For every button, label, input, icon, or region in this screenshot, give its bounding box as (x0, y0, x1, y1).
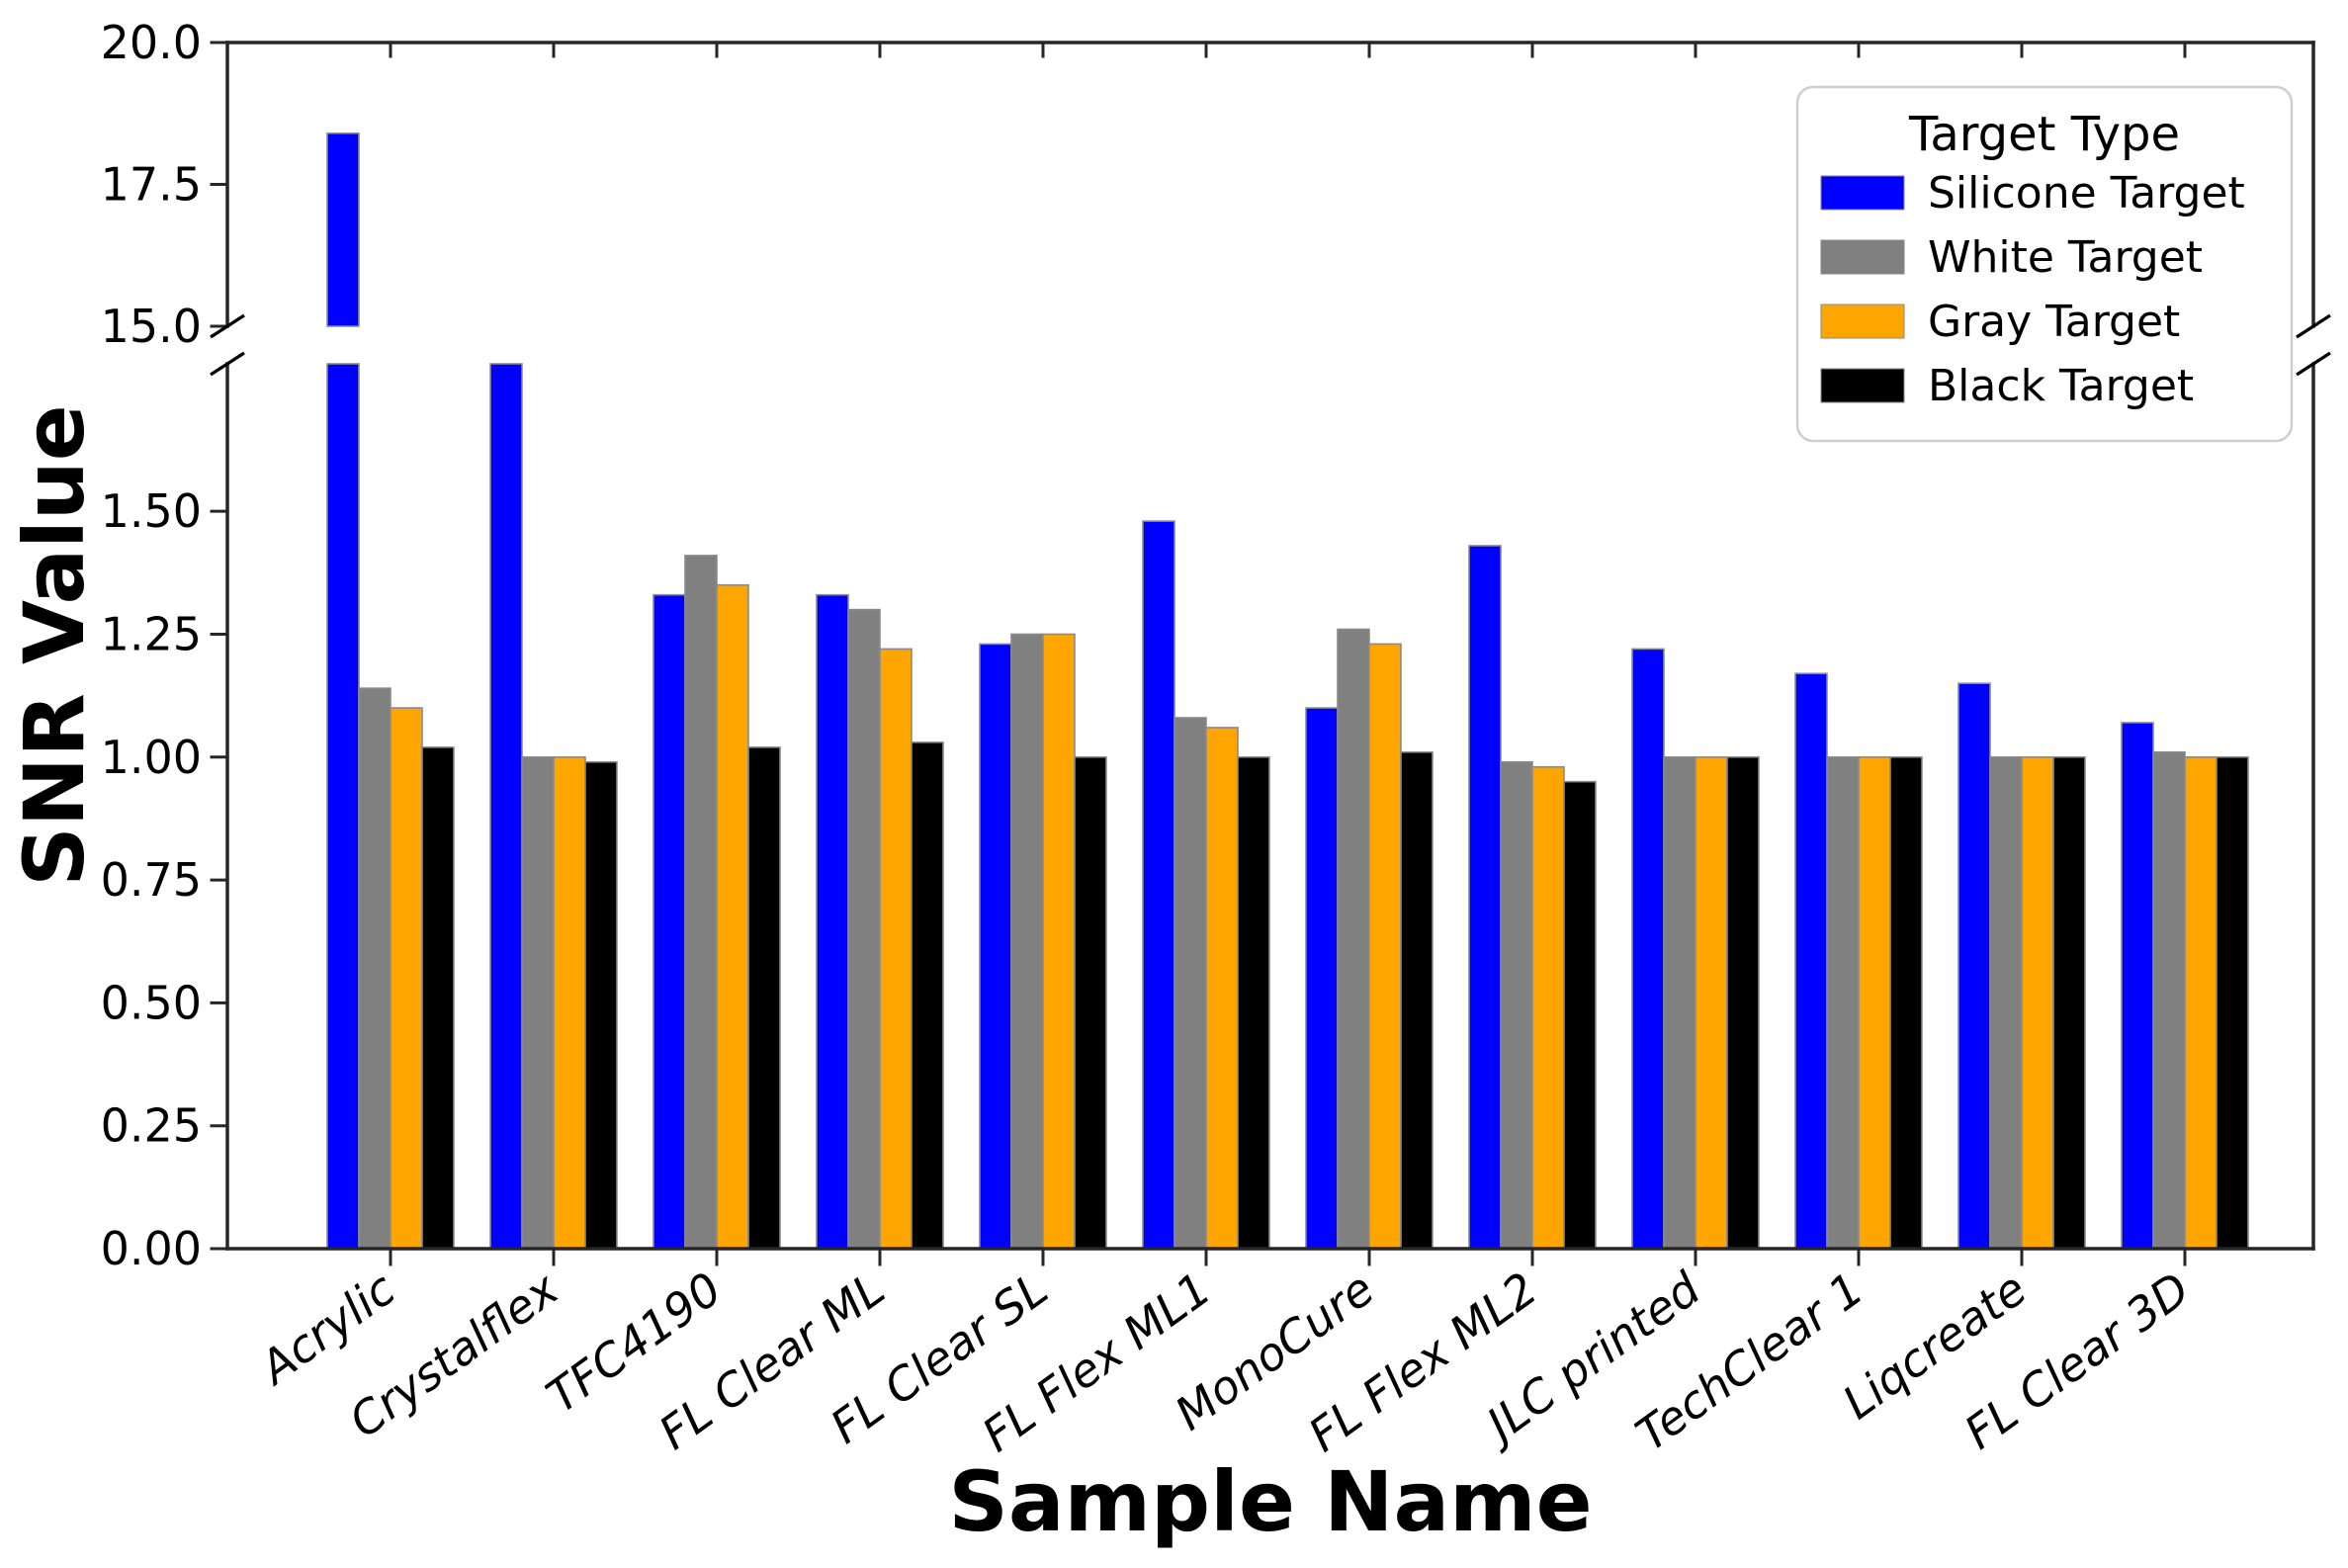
bar-fl-clear-sl-white-target (1010, 633, 1044, 1250)
bar-upper-acrylic-silicone-target (326, 132, 360, 327)
bar-crystalflex-silicone-target (489, 363, 523, 1250)
bar-fl-flex-ml1-white-target (1174, 717, 1207, 1250)
bar-liqcreate-black-target (2052, 755, 2086, 1250)
bar-fl-clear-3d-black-target (2216, 755, 2249, 1250)
legend-item-gray-target: Gray Target (1820, 297, 2180, 347)
bar-techclear-1-white-target (1826, 755, 1860, 1250)
lower-y-tick-label: 0.00 (101, 1222, 202, 1275)
axis-break-marks (210, 313, 2331, 377)
bar-crystalflex-black-target (584, 760, 618, 1250)
bar-monocure-black-target (1400, 751, 1434, 1250)
bar-fl-flex-ml2-silicone-target (1468, 545, 1502, 1250)
upper-y-tick-label: 15.0 (101, 300, 202, 353)
legend-item-white-target: White Target (1820, 232, 2203, 283)
bar-techclear-1-black-target (1889, 755, 1923, 1250)
lower-y-tick-label: 0.75 (101, 853, 202, 907)
bar-monocure-gray-target (1368, 643, 1402, 1250)
bar-liqcreate-gray-target (2021, 755, 2054, 1250)
bar-tfc4190-gray-target (716, 583, 749, 1250)
bar-techclear-1-silicone-target (1794, 672, 1828, 1250)
bar-liqcreate-white-target (1989, 755, 2023, 1250)
bar-fl-clear-sl-gray-target (1042, 633, 1076, 1250)
lower-y-tick-label: 0.50 (101, 976, 202, 1029)
bar-monocure-white-target (1337, 628, 1370, 1250)
bar-fl-flex-ml2-black-target (1563, 780, 1597, 1250)
legend-swatch-white-target (1820, 239, 1905, 275)
bar-fl-clear-3d-gray-target (2184, 755, 2218, 1250)
legend-title: Target Type (1908, 107, 2180, 162)
bar-crystalflex-gray-target (553, 755, 586, 1250)
legend-label-white-target: White Target (1928, 232, 2203, 283)
upper-panel-axes: 20.0 17.5 15.0 (101, 16, 2315, 353)
lower-y-tick-label: 0.25 (101, 1099, 202, 1153)
bar-fl-clear-sl-black-target (1074, 755, 1107, 1250)
lower-y-tick-label: 1.00 (101, 731, 202, 784)
legend-item-silicone-target: Silicone Target (1820, 168, 2245, 218)
bar-liqcreate-silicone-target (1957, 682, 1991, 1250)
bar-fl-clear-ml-gray-target (879, 648, 913, 1250)
bar-tfc4190-white-target (684, 555, 718, 1250)
upper-y-tick-label: 20.0 (101, 16, 202, 69)
bar-tfc4190-black-target (747, 746, 781, 1250)
lower-y-tick-label: 1.50 (101, 484, 202, 538)
bar-fl-clear-ml-silicone-target (816, 593, 849, 1250)
x-axis-title: Sample Name (948, 1453, 1592, 1550)
bar-acrylic-silicone-target (326, 363, 360, 1250)
bar-fl-clear-ml-black-target (911, 741, 944, 1250)
bar-fl-clear-sl-silicone-target (979, 643, 1012, 1250)
legend-box (1795, 85, 2294, 443)
break-slash (2296, 313, 2331, 339)
y-axis-title: SNR Value (6, 404, 103, 886)
bar-fl-clear-3d-silicone-target (2121, 722, 2154, 1250)
lower-y-tick-label: 1.25 (101, 607, 202, 660)
legend-label-black-target: Black Target (1928, 361, 2194, 411)
bar-jlc-printed-white-target (1663, 755, 1696, 1250)
bar-fl-flex-ml2-white-target (1500, 760, 1533, 1250)
bar-jlc-printed-silicone-target (1631, 648, 1665, 1250)
bar-crystalflex-white-target (521, 755, 555, 1250)
bar-fl-clear-3d-white-target (2152, 751, 2186, 1250)
legend-swatch-silicone-target (1820, 175, 1905, 211)
bar-monocure-silicone-target (1305, 707, 1339, 1250)
legend-label-silicone-target: Silicone Target (1928, 168, 2245, 218)
legend-item-black-target: Black Target (1820, 361, 2194, 411)
bar-jlc-printed-black-target (1726, 755, 1760, 1250)
bar-acrylic-white-target (358, 687, 391, 1250)
bar-fl-flex-ml1-silicone-target (1142, 520, 1175, 1250)
bars-group (326, 132, 2249, 1250)
break-slash (210, 313, 245, 339)
bar-fl-flex-ml1-black-target (1237, 755, 1270, 1250)
bar-fl-clear-ml-white-target (847, 608, 881, 1250)
break-slash (2296, 351, 2331, 377)
legend: Target Type Silicone Target White Target Gr… (1795, 85, 2294, 443)
legend-swatch-black-target (1820, 368, 1905, 403)
break-slash (210, 351, 245, 377)
legend-swatch-gray-target (1820, 304, 1905, 339)
bar-fl-flex-ml2-gray-target (1531, 765, 1565, 1250)
bar-acrylic-black-target (421, 746, 455, 1250)
legend-label-gray-target: Gray Target (1928, 297, 2180, 347)
upper-y-tick-label: 17.5 (101, 158, 202, 212)
bar-tfc4190-silicone-target (652, 593, 686, 1250)
bar-jlc-printed-gray-target (1695, 755, 1728, 1250)
bar-acrylic-gray-target (390, 707, 423, 1250)
bar-techclear-1-gray-target (1858, 755, 1891, 1250)
bar-fl-flex-ml1-gray-target (1205, 727, 1239, 1250)
lower-panel-axes: 1.50 1.25 1.00 0.75 0.50 0.25 0.00 (101, 362, 2315, 1275)
